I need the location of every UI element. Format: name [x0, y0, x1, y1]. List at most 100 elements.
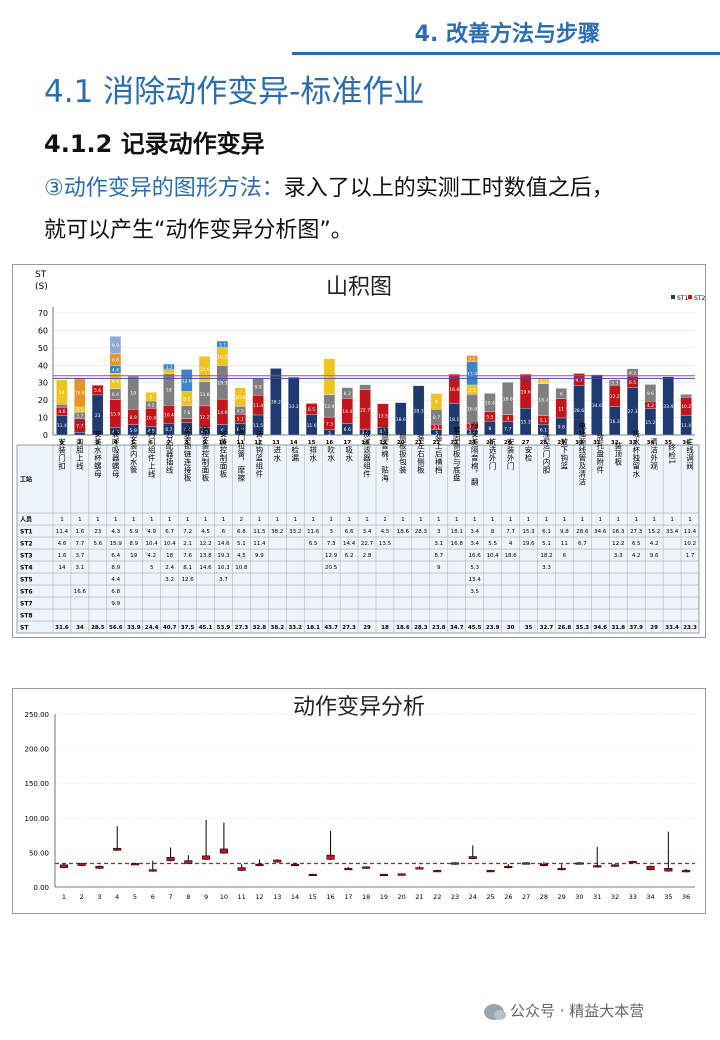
table-cell: 12.2 [199, 541, 211, 547]
data-label: 10.4 [146, 415, 156, 421]
data-label: 18 [166, 388, 172, 394]
box [682, 870, 691, 873]
bar-segment [270, 368, 282, 436]
x-tick-label: 16 [326, 893, 334, 901]
x-tick-label: 19 [380, 893, 388, 901]
data-label: 16.6 [75, 390, 85, 396]
table-cell: 1.6 [58, 553, 67, 559]
data-label: 3 [328, 430, 331, 436]
data-label: 9.6 [647, 391, 654, 397]
station-name: 抗选外门 [488, 437, 497, 471]
data-label: 3.1 [76, 408, 83, 414]
data-label: 3.4 [361, 430, 368, 436]
box [326, 854, 335, 860]
table-cell: 1 [96, 517, 100, 523]
table-cell: 13.8 [199, 553, 212, 559]
data-label: 7.2 [183, 427, 190, 433]
table-cell: 1 [60, 517, 64, 523]
x-tick-label: 28 [540, 440, 548, 446]
data-label: 4.9 [147, 429, 154, 435]
data-label: 9.9 [112, 343, 119, 349]
data-label: 7.3 [326, 421, 333, 427]
x-tick-label: 8 [185, 440, 189, 446]
data-label: 15.2 [645, 420, 655, 426]
station-name: 装顶板 [614, 441, 623, 467]
data-label: 14.6 [200, 367, 210, 373]
table-cell: 1 [294, 517, 298, 523]
data-label: 11.4 [57, 423, 67, 429]
table-cell: 32.8 [253, 625, 267, 631]
table-cell: 4 [509, 541, 513, 547]
table-cell: 27.3 [342, 625, 356, 631]
data-label: 3.4 [468, 424, 475, 430]
chart-title: 山积图 [325, 275, 392, 300]
x-tick-label: 1 [60, 440, 64, 446]
table-cell: 23 [94, 529, 101, 535]
table-cell: 9.6 [650, 553, 659, 559]
box [610, 864, 620, 867]
table-cell: 16.6 [74, 589, 87, 595]
x-tick-label: 10 [219, 440, 227, 446]
table-cell: 3.4 [470, 541, 479, 547]
box [379, 873, 388, 876]
station-name: 内门组件上线 [147, 429, 156, 478]
data-label: 6 [560, 392, 563, 398]
table-cell: 14.6 [199, 565, 212, 571]
box [539, 863, 548, 866]
table-cell: 2 [240, 517, 244, 523]
data-label: 4.6 [58, 409, 65, 415]
table-cell: 1 [365, 517, 369, 523]
table-cell: 40.7 [163, 625, 177, 631]
data-label: 15.3 [521, 420, 531, 426]
station-name: 安装控制面板 [219, 429, 228, 479]
data-label: 19.3 [217, 380, 227, 386]
table-cell: 15.3 [522, 529, 535, 535]
data-label: 11.4 [681, 423, 691, 429]
x-tick-label: 17 [343, 440, 351, 446]
table-cell: 4.5 [237, 553, 246, 559]
table-cell: 34.6 [594, 529, 607, 535]
station-name: 插安装控制面板 [201, 425, 210, 483]
table-cell: 35.3 [576, 625, 590, 631]
table-cell: 11.4 [56, 529, 69, 535]
x-tick-label: 30 [575, 893, 583, 901]
bar-segment [91, 385, 104, 396]
table-cell: 27.3 [235, 625, 249, 631]
x-tick-label: 12 [254, 440, 262, 446]
x-tick-label: 6 [149, 440, 153, 446]
data-label: 8.7 [433, 415, 440, 421]
data-label: 10.3 [217, 354, 227, 360]
data-label: 8.9 [112, 379, 119, 385]
data-label: 13.4 [467, 371, 477, 377]
bar-segment [573, 373, 585, 386]
table-cell: 38.2 [271, 625, 285, 631]
table-cell: 2.4 [165, 565, 174, 571]
data-label: 3.5 [468, 357, 475, 363]
bar-segment [252, 377, 264, 396]
x-tick-label: 9 [203, 440, 207, 446]
row-header: ST3 [20, 553, 33, 560]
x-tick-label: 15 [309, 893, 317, 901]
table-cell: 1 [132, 517, 136, 523]
table-cell: 9.9 [111, 601, 120, 607]
data-label: 6.7 [575, 377, 582, 383]
data-label: 28.6 [574, 408, 584, 414]
table-cell: 11 [561, 541, 568, 547]
table-cell: 15.9 [110, 541, 123, 547]
x-tick-label: 3 [97, 893, 101, 901]
bar-segment [502, 382, 514, 415]
station-name: 排水 [308, 445, 317, 462]
y-axis-label: (S) [35, 282, 48, 292]
station-name: 脚安装隔音棉，翻 [470, 421, 479, 487]
y-tick-label: 100.00 [25, 815, 50, 823]
station-name: 内胆上线 [75, 437, 84, 470]
table-cell: 11.5 [253, 529, 266, 535]
table-cell: 31.6 [55, 625, 69, 631]
row-header: ST2 [20, 541, 33, 548]
data-label: 33.4 [663, 404, 673, 410]
table-cell: 8.9 [129, 541, 138, 547]
box [166, 856, 175, 862]
x-tick-label: 29 [557, 440, 565, 446]
table-cell: 1 [258, 517, 262, 523]
